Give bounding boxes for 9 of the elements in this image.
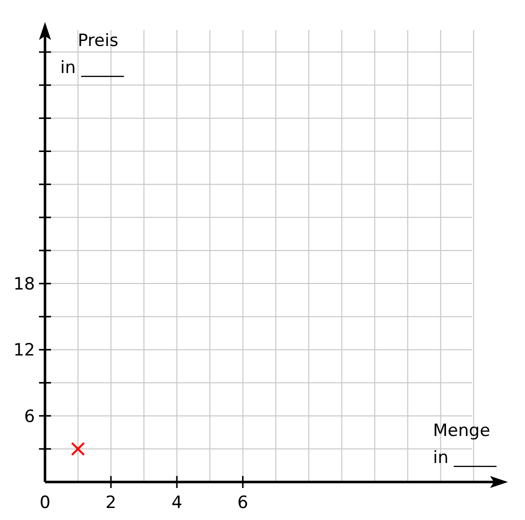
x-axis-title: Menge in _____ <box>433 421 497 468</box>
x-tick-label: 0 <box>40 493 50 513</box>
x-tick-label: 6 <box>237 493 248 513</box>
y-tick-label: 12 <box>13 340 35 361</box>
x-tick-label: 4 <box>171 493 182 513</box>
y-tick-label: 6 <box>24 406 35 427</box>
y-tick-label: 18 <box>13 274 35 295</box>
y-axis-title: Preis in _____ <box>60 31 124 78</box>
x-tick-label: 2 <box>106 493 116 513</box>
